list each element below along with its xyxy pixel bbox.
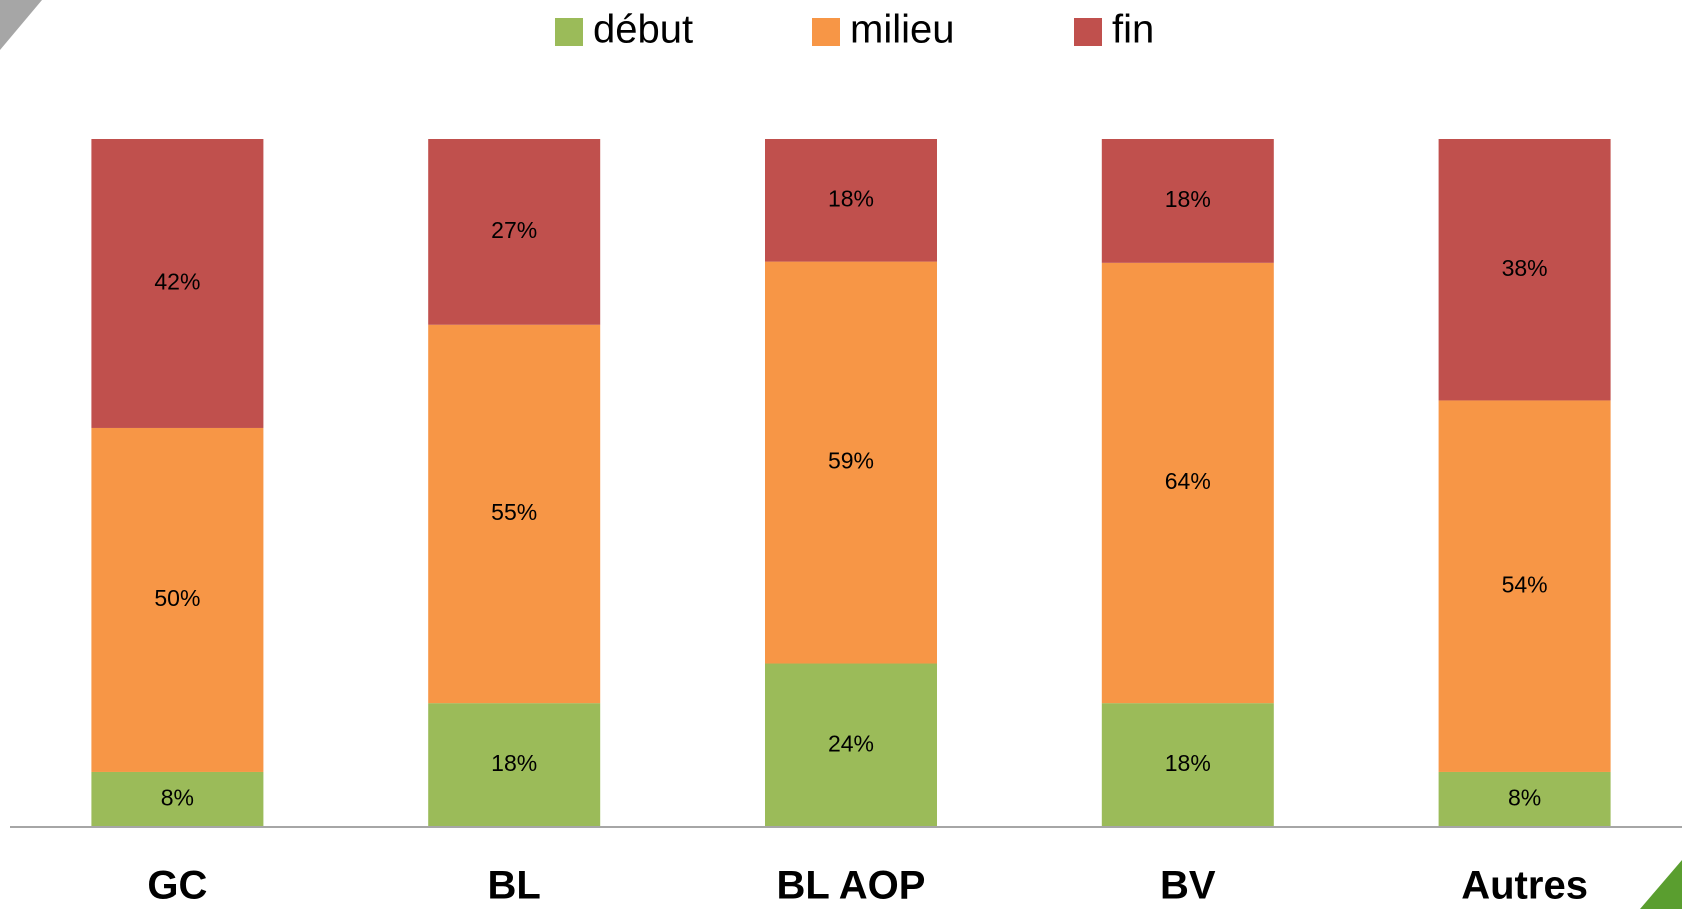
- x-tick-label: BV: [1160, 864, 1216, 908]
- bar-segment: [1101, 703, 1274, 827]
- bar-segment: [1438, 139, 1611, 401]
- bar-segment: [428, 324, 601, 704]
- corner-decoration: [1640, 860, 1682, 909]
- legend-label: fin: [1112, 8, 1154, 52]
- bar-segment: [91, 771, 264, 827]
- bar-segment: [765, 663, 937, 827]
- bar-segment: [91, 139, 264, 428]
- x-tick-label: BL AOP: [777, 864, 926, 908]
- legend-swatch: [1074, 18, 1102, 46]
- data-label: 42%: [154, 269, 200, 295]
- data-label: 8%: [1508, 785, 1541, 811]
- x-tick-label: GC: [147, 864, 207, 908]
- bar-segment: [1438, 771, 1611, 827]
- bar-segment: [428, 703, 601, 827]
- legend-swatch: [555, 18, 583, 46]
- data-label: 38%: [1502, 255, 1548, 281]
- data-label: 59%: [828, 448, 874, 474]
- data-label: 54%: [1502, 571, 1548, 597]
- bar-segment: [765, 261, 937, 664]
- legend-swatch: [812, 18, 840, 46]
- bar-segment: [428, 139, 601, 325]
- corner-decoration: [0, 0, 42, 50]
- bar-segment: [91, 427, 264, 772]
- x-tick-label: BL: [488, 864, 541, 908]
- data-label: 18%: [1165, 186, 1211, 212]
- data-label: 55%: [491, 499, 537, 525]
- data-label: 18%: [828, 185, 874, 211]
- data-label: 18%: [1165, 750, 1211, 776]
- data-label: 8%: [161, 785, 194, 811]
- data-label: 50%: [154, 585, 200, 611]
- bar-segment: [1101, 262, 1274, 704]
- data-label: 64%: [1165, 468, 1211, 494]
- bar-segment: [765, 139, 937, 262]
- x-tick-label: Autres: [1461, 864, 1588, 908]
- legend-label: milieu: [850, 8, 954, 52]
- legend-label: début: [593, 8, 693, 52]
- data-label: 18%: [491, 750, 537, 776]
- data-label: 24%: [828, 730, 874, 756]
- data-label: 27%: [491, 217, 537, 243]
- bar-segment: [1438, 400, 1611, 772]
- bar-segment: [1101, 139, 1274, 263]
